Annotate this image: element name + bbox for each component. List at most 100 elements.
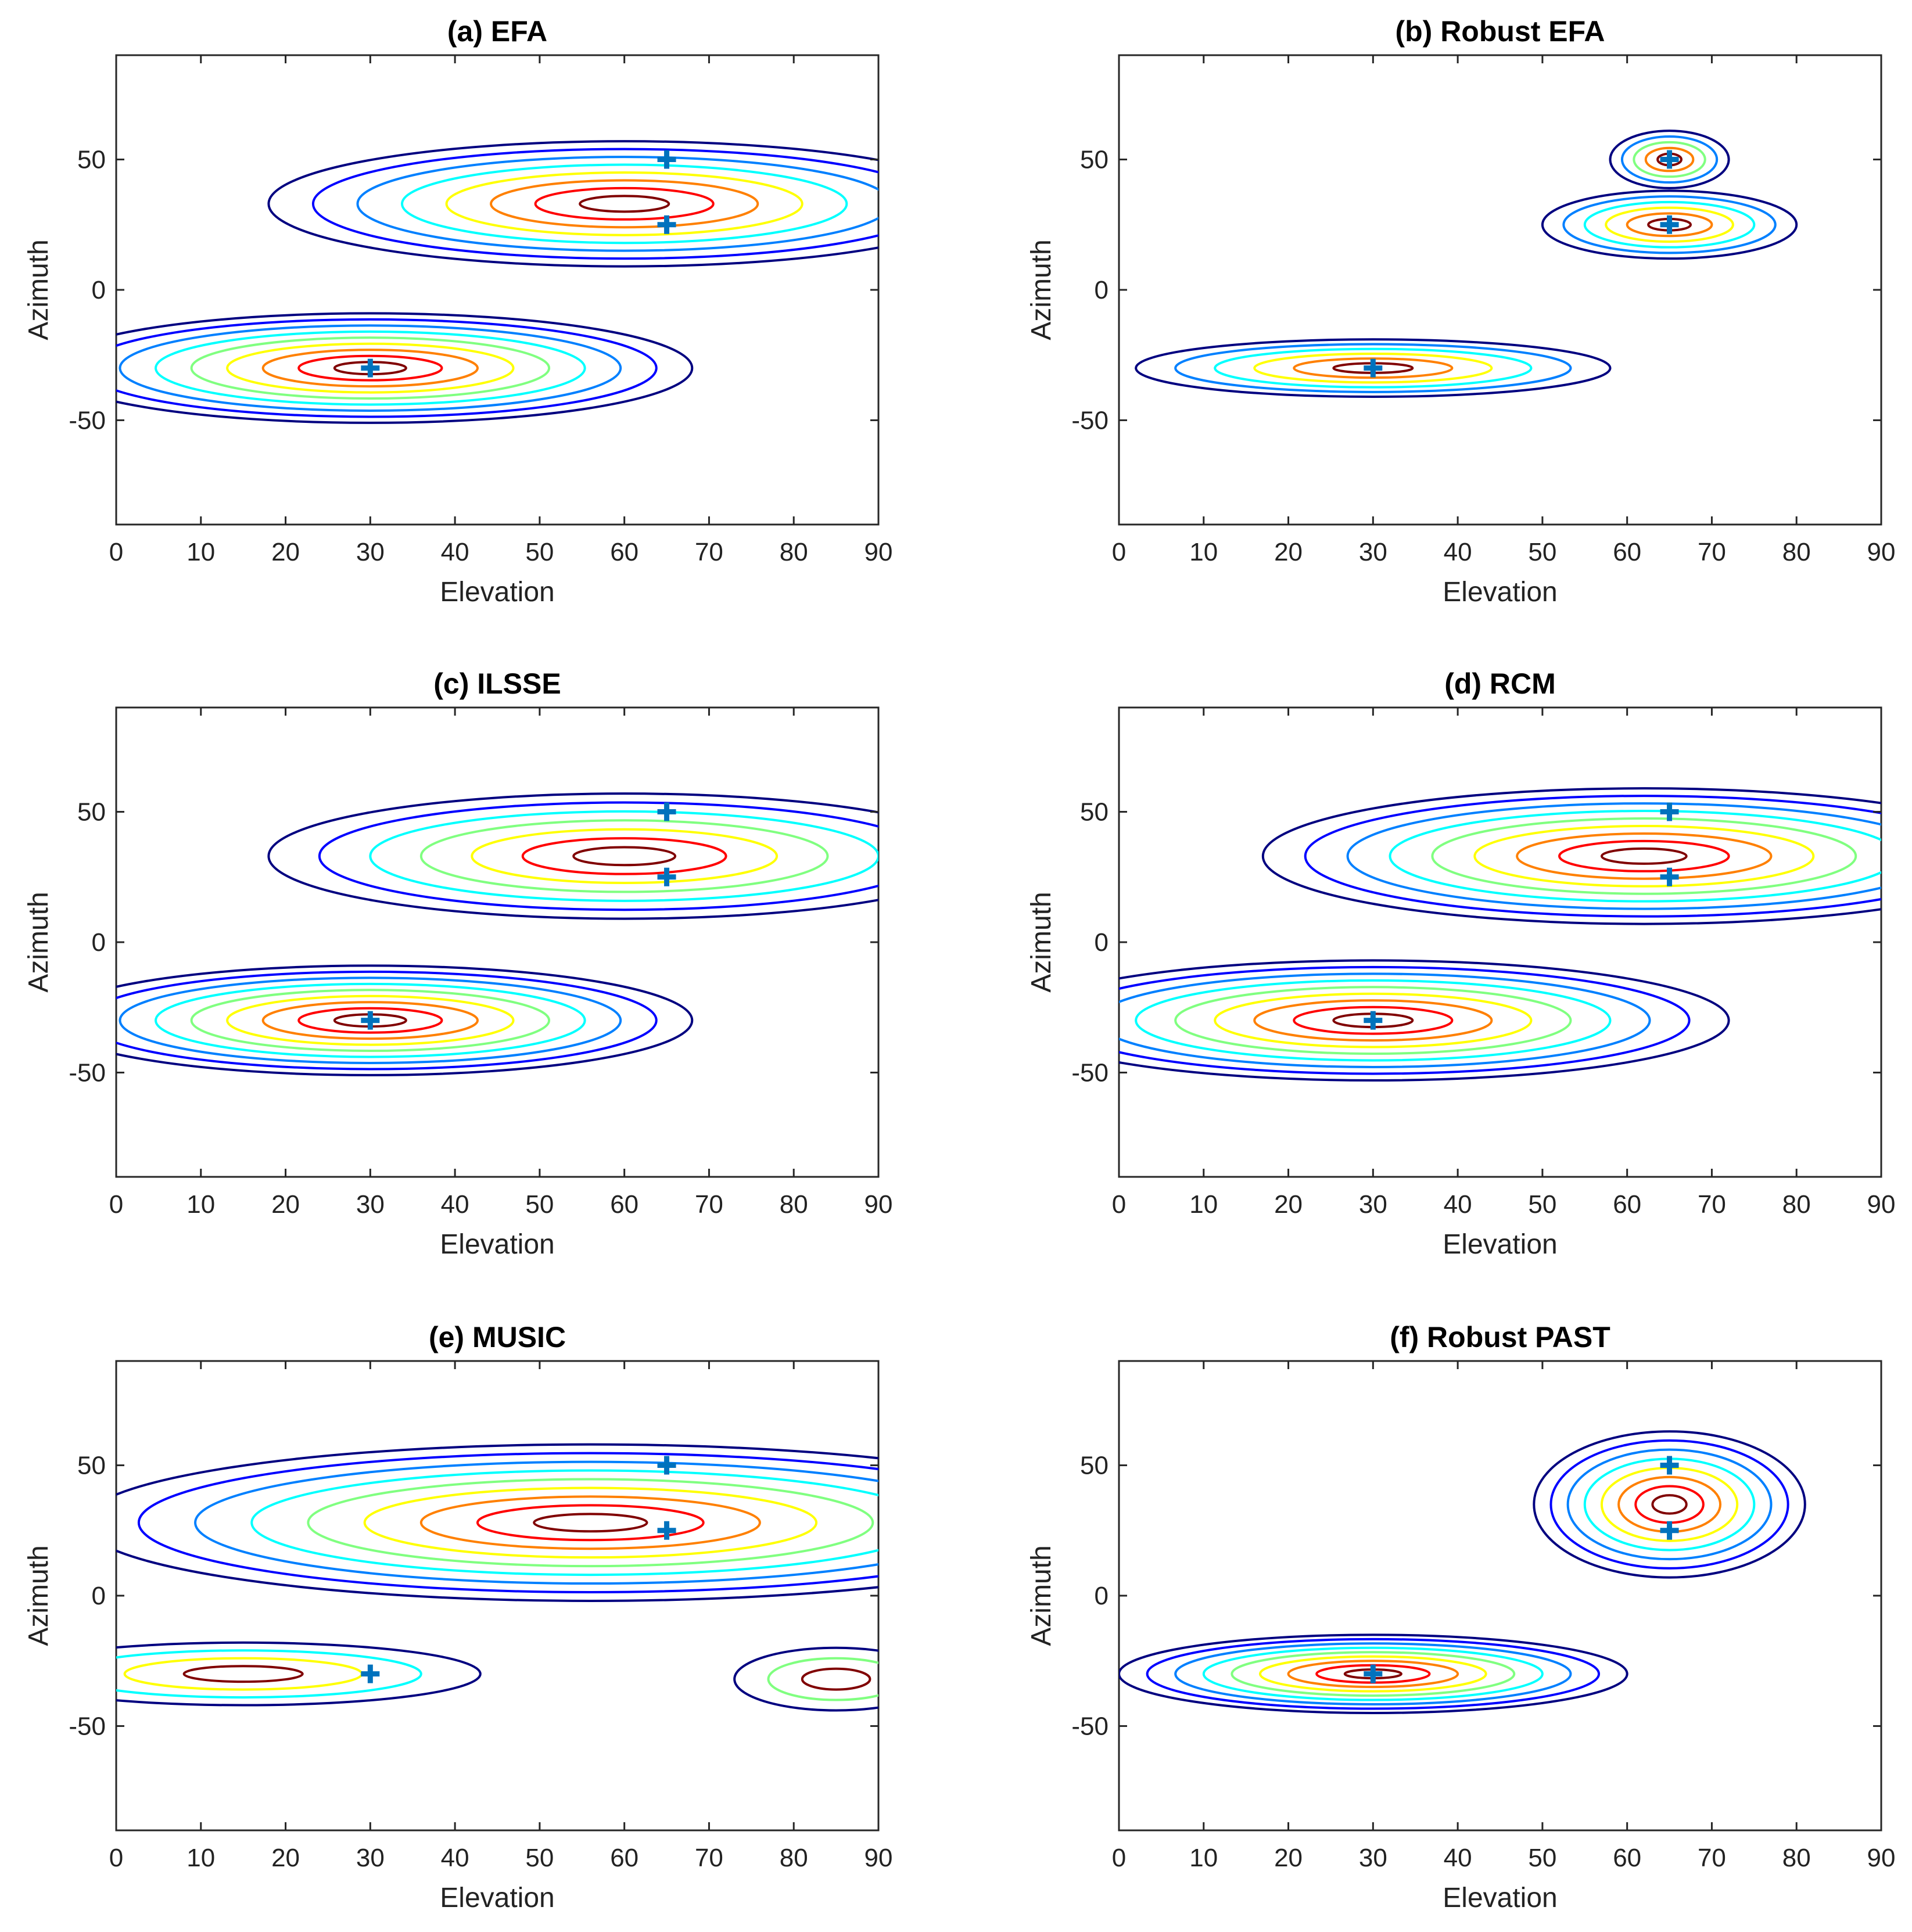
- x-tick-label: 80: [1782, 1844, 1811, 1872]
- contour-level-1: [116, 964, 694, 1076]
- contour-group: [116, 792, 878, 1076]
- y-tick-label: 50: [1080, 146, 1109, 174]
- y-tick-label: 50: [1080, 1452, 1109, 1480]
- contour-level-1: [267, 140, 878, 268]
- x-tick-label: 30: [356, 1844, 385, 1872]
- y-tick-label: 0: [92, 276, 106, 304]
- contour-level-3: [1214, 347, 1533, 389]
- source-marker: [657, 215, 676, 234]
- x-tick-label: 60: [1613, 1190, 1641, 1219]
- x-tick-label: 60: [1613, 538, 1641, 566]
- plot-area: [1118, 54, 1882, 526]
- contour-level-6: [363, 1486, 818, 1559]
- x-tick-label: 60: [610, 538, 638, 566]
- x-tick-label: 90: [1867, 1190, 1896, 1219]
- contour-level-1: [1135, 338, 1612, 398]
- contour-level-8: [1558, 839, 1730, 872]
- contour-level-7: [419, 1495, 761, 1550]
- source-marker: [361, 1011, 380, 1030]
- contour-level-3: [1633, 141, 1706, 178]
- x-tick-label: 40: [1444, 538, 1472, 566]
- x-tick-label: 0: [1112, 1190, 1126, 1219]
- contour-level-1: [1541, 189, 1798, 260]
- x-tick-label: 30: [1359, 538, 1387, 566]
- x-tick-label: 40: [441, 1190, 469, 1219]
- x-tick-label: 10: [1189, 1190, 1218, 1219]
- contour-level-3: [1346, 802, 1881, 910]
- source-marker: [1364, 1011, 1383, 1030]
- contour-level-8: [297, 354, 443, 382]
- source-marker: [657, 150, 676, 169]
- x-axis-label: Elevation: [440, 577, 554, 608]
- contour-level-7: [572, 846, 677, 867]
- contour-level-1: [267, 792, 878, 920]
- x-tick-label: 80: [1782, 538, 1811, 566]
- x-tick-label: 90: [864, 538, 893, 566]
- contour-level-1: [116, 1641, 482, 1707]
- contour-level-4: [1644, 146, 1695, 173]
- contour-level-6: [1473, 824, 1815, 888]
- x-axis-label: Elevation: [1443, 1883, 1557, 1913]
- y-tick-label: -50: [69, 406, 106, 434]
- x-tick-label: 20: [271, 538, 300, 566]
- contour-level-1: [733, 1646, 878, 1712]
- contour-level-8: [1293, 1005, 1454, 1035]
- y-tick-label: 0: [1095, 928, 1109, 957]
- contour-level-2: [138, 1452, 878, 1593]
- plot-area: [115, 706, 880, 1178]
- x-tick-label: 20: [1274, 1190, 1303, 1219]
- x-axis-label: Elevation: [440, 1229, 554, 1260]
- x-tick-label: 50: [1528, 1190, 1556, 1219]
- contour-level-2: [1620, 135, 1719, 184]
- x-tick-label: 60: [610, 1190, 638, 1219]
- x-tick-label: 30: [356, 538, 385, 566]
- contour-level-4: [419, 819, 829, 893]
- x-tick-label: 70: [695, 1190, 723, 1219]
- contour-level-3: [119, 976, 622, 1064]
- source-marker: [1660, 215, 1679, 234]
- panel-a: 0 10 20 30 40 50 60 70 80 90 -50 0 50 (a) EFA Elevatio…: [23, 15, 893, 608]
- x-tick-label: 70: [1698, 1190, 1726, 1219]
- contour-level-4: [250, 1469, 878, 1577]
- x-tick-label: 90: [1867, 1844, 1896, 1872]
- x-tick-label: 10: [1189, 538, 1218, 566]
- y-axis-label: Azimuth: [23, 239, 54, 340]
- source-marker: [361, 1664, 380, 1683]
- contour-level-6: [226, 342, 515, 394]
- contour-level-1: [1262, 787, 1881, 925]
- contour-group: [116, 1443, 878, 1712]
- contour-level-7: [1253, 999, 1493, 1042]
- x-tick-label: 70: [695, 1844, 723, 1872]
- y-axis-label: Azimuth: [23, 1545, 54, 1646]
- contour-level-8: [1651, 1494, 1688, 1515]
- x-tick-label: 40: [1444, 1190, 1472, 1219]
- contour-level-4: [1253, 352, 1493, 384]
- source-marker: [1364, 358, 1383, 378]
- contour-level-3: [801, 1667, 871, 1691]
- contour-level-5: [445, 171, 803, 236]
- y-tick-label: -50: [1071, 406, 1109, 434]
- y-tick-label: -50: [69, 1712, 106, 1740]
- contour-level-7: [534, 186, 715, 221]
- contour-level-7: [261, 1001, 479, 1040]
- contour-level-9: [533, 1513, 648, 1533]
- contour-level-5: [1626, 212, 1713, 238]
- plot-area: [1118, 1360, 1882, 1832]
- panel-e: 0 10 20 30 40 50 60 70 80 90 -50 0 50 (e) MUSIC Elevat…: [23, 1321, 892, 1913]
- contour-level-3: [1174, 1642, 1572, 1706]
- contour-level-3: [1583, 200, 1756, 249]
- panel-title: (a) EFA: [447, 15, 547, 48]
- contour-level-2: [1174, 343, 1572, 393]
- y-tick-label: -50: [1071, 1712, 1109, 1740]
- plot-area: [115, 54, 880, 526]
- x-tick-label: 40: [1444, 1844, 1472, 1872]
- x-tick-label: 50: [1528, 1844, 1556, 1872]
- x-axis-label: Elevation: [1443, 1229, 1557, 1260]
- x-tick-label: 30: [1359, 1190, 1387, 1219]
- plot-area: [1118, 706, 1882, 1178]
- source-marker: [1660, 802, 1679, 821]
- contour-level-8: [297, 1007, 443, 1034]
- source-marker: [1660, 867, 1679, 886]
- contour-level-2: [1119, 965, 1691, 1075]
- x-tick-label: 10: [186, 1844, 215, 1872]
